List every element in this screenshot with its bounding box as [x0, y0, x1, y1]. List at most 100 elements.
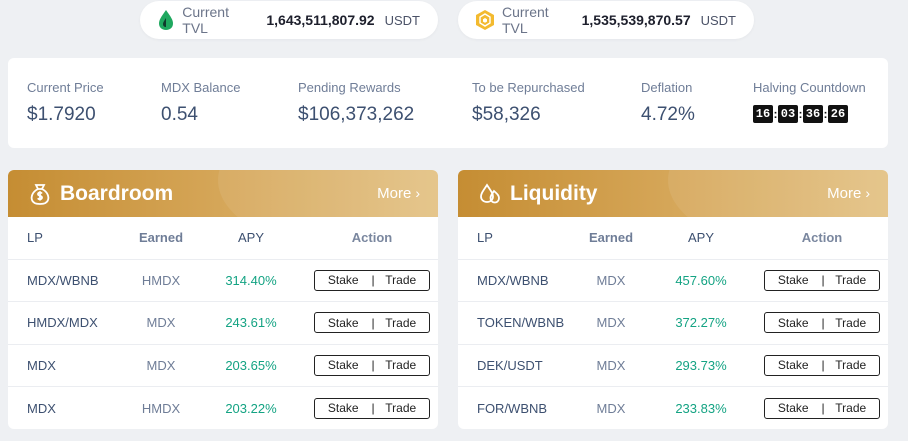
boardroom-more-link[interactable]: More ›	[377, 185, 420, 202]
countdown-days: 16	[753, 105, 773, 123]
lp-name: DEK/USDT	[458, 344, 576, 387]
table-row: MDX HMDX 203.22% Stake | Trade	[8, 387, 438, 430]
table-header-row: LP Earned APY Action	[458, 217, 888, 260]
earned-token: MDX	[596, 400, 626, 416]
trade-button[interactable]: Trade	[835, 273, 867, 288]
apy-value: 203.22%	[225, 400, 277, 416]
stat-label: Pending Rewards	[298, 80, 401, 95]
liquidity-table: LP Earned APY Action MDX/WBNB MDX 457.60…	[458, 217, 888, 429]
boardroom-panel: Boardroom More› LP Earned APY Action MDX…	[8, 170, 438, 429]
earned-token: MDX	[576, 301, 646, 345]
action-group: Stake | Trade	[764, 312, 880, 334]
trade-button[interactable]: Trade	[835, 358, 867, 373]
action-cell: Stake | Trade	[756, 259, 888, 302]
liquidity-panel: Liquidity More› LP Earned APY Action MDX…	[458, 170, 888, 429]
lp-name: HMDX/MDX	[8, 301, 126, 345]
stats-card: Current Price $1.7920 MDX Balance 0.54 P…	[8, 58, 888, 148]
lp-name: FOR/WBNB	[477, 400, 548, 416]
action-cell: Stake | Trade	[756, 301, 888, 345]
table-row: MDX MDX 203.65% Stake | Trade	[8, 344, 438, 387]
lp-name: MDX	[8, 344, 126, 387]
stat-halving-countdown: Halving Countdown 16 : 03 : 36 : 26	[753, 80, 866, 123]
column-header-action: Action	[306, 217, 438, 260]
column-header-earned: Earned	[576, 217, 646, 260]
stake-button[interactable]: Stake	[777, 358, 809, 373]
more-label: More	[827, 185, 862, 202]
countdown-seconds: 26	[828, 105, 848, 123]
table-row: DEK/USDT MDX 293.73% Stake | Trade	[458, 344, 888, 387]
apy-value: 372.27%	[646, 301, 756, 345]
tvl-value: 1,535,539,870.57	[581, 12, 691, 28]
table-row: MDX/WBNB MDX 457.60% Stake | Trade	[458, 259, 888, 302]
trade-button[interactable]: Trade	[385, 315, 417, 330]
earned-token: HMDX	[141, 400, 181, 416]
column-header-lp: LP	[8, 217, 126, 260]
action-cell: Stake | Trade	[306, 387, 438, 430]
stat-label: MDX Balance	[161, 80, 241, 95]
column-header-earned: Earned	[126, 217, 196, 260]
liquidity-header: Liquidity More ›	[458, 170, 888, 250]
stat-label: Deflation	[641, 80, 693, 95]
halving-countdown: 16 : 03 : 36 : 26	[753, 105, 866, 123]
apy-value: 293.73%	[646, 344, 756, 387]
stat-value: 4.72%	[641, 104, 695, 125]
action-group: Stake | Trade	[314, 269, 430, 291]
action-cell: Stake | Trade	[306, 301, 438, 345]
action-group: Stake | Trade	[314, 312, 430, 334]
action-group: Stake | Trade	[764, 397, 880, 419]
stat-to-be-repurchased: To be Repurchased $58,326	[472, 80, 585, 126]
action-cell: Stake | Trade	[306, 259, 438, 302]
stake-button[interactable]: Stake	[777, 401, 809, 415]
stat-value: $106,373,262	[298, 104, 415, 125]
action-group: Stake | Trade	[314, 354, 430, 376]
trade-button[interactable]: Trade	[385, 358, 417, 373]
table-row: TOKEN/WBNB MDX 372.27% Stake | Trade	[458, 301, 888, 345]
stake-button[interactable]: Stake	[327, 273, 359, 288]
earned-token: MDX	[576, 344, 646, 387]
boardroom-header: Boardroom More ›	[8, 170, 438, 250]
more-label: More	[377, 185, 412, 202]
panel-title: Boardroom	[60, 181, 174, 205]
liquidity-more-link[interactable]: More ›	[827, 185, 870, 202]
lp-name: MDX/WBNB	[8, 259, 126, 302]
earned-token: HMDX	[126, 259, 196, 302]
heco-drop-icon	[156, 9, 176, 31]
column-header-apy: APY	[646, 217, 756, 260]
column-header-action: Action	[756, 217, 888, 260]
bsc-cube-icon	[474, 9, 496, 31]
stake-button[interactable]: Stake	[327, 401, 359, 415]
action-group: Stake | Trade	[764, 354, 880, 376]
earned-token: MDX	[126, 301, 196, 345]
stake-button[interactable]: Stake	[327, 358, 359, 373]
action-group: Stake | Trade	[764, 269, 880, 291]
apy-value: 314.40%	[196, 259, 306, 302]
table-row: MDX/WBNB HMDX 314.40% Stake | Trade	[8, 259, 438, 302]
table-row: HMDX/MDX MDX 243.61% Stake | Trade	[8, 301, 438, 345]
countdown-separator: :	[823, 107, 828, 121]
action-cell: Stake | Trade	[306, 344, 438, 387]
stat-value: $1.7920	[27, 104, 96, 125]
tvl-label: Current TVL	[182, 4, 229, 36]
lp-name: TOKEN/WBNB	[458, 301, 576, 345]
stat-value: 0.54	[161, 104, 198, 125]
stake-button[interactable]: Stake	[777, 273, 809, 288]
lp-name: MDX/WBNB	[458, 259, 576, 302]
stat-label: To be Repurchased	[472, 80, 585, 95]
trade-button[interactable]: Trade	[835, 315, 867, 330]
countdown-minutes: 36	[803, 105, 823, 123]
panel-title: Liquidity	[510, 181, 598, 205]
stake-button[interactable]: Stake	[327, 315, 359, 330]
stake-button[interactable]: Stake	[777, 315, 809, 330]
apy-value: 457.60%	[646, 259, 756, 302]
table-row: FOR/WBNB MDX 233.83% Stake | Trade	[458, 387, 888, 430]
money-bag-icon	[28, 182, 52, 206]
action-group: Stake | Trade	[314, 397, 430, 419]
trade-button[interactable]: Trade	[385, 273, 417, 288]
stat-label: Halving Countdown	[753, 80, 866, 95]
tvl-heco-pill: Current TVL 1,643,511,807.92 USDT	[140, 1, 438, 39]
trade-button[interactable]: Trade	[385, 401, 417, 415]
earned-token: MDX	[126, 344, 196, 387]
countdown-hours: 03	[778, 105, 798, 123]
tvl-label: Current TVL	[502, 4, 549, 36]
trade-button[interactable]: Trade	[835, 401, 867, 415]
